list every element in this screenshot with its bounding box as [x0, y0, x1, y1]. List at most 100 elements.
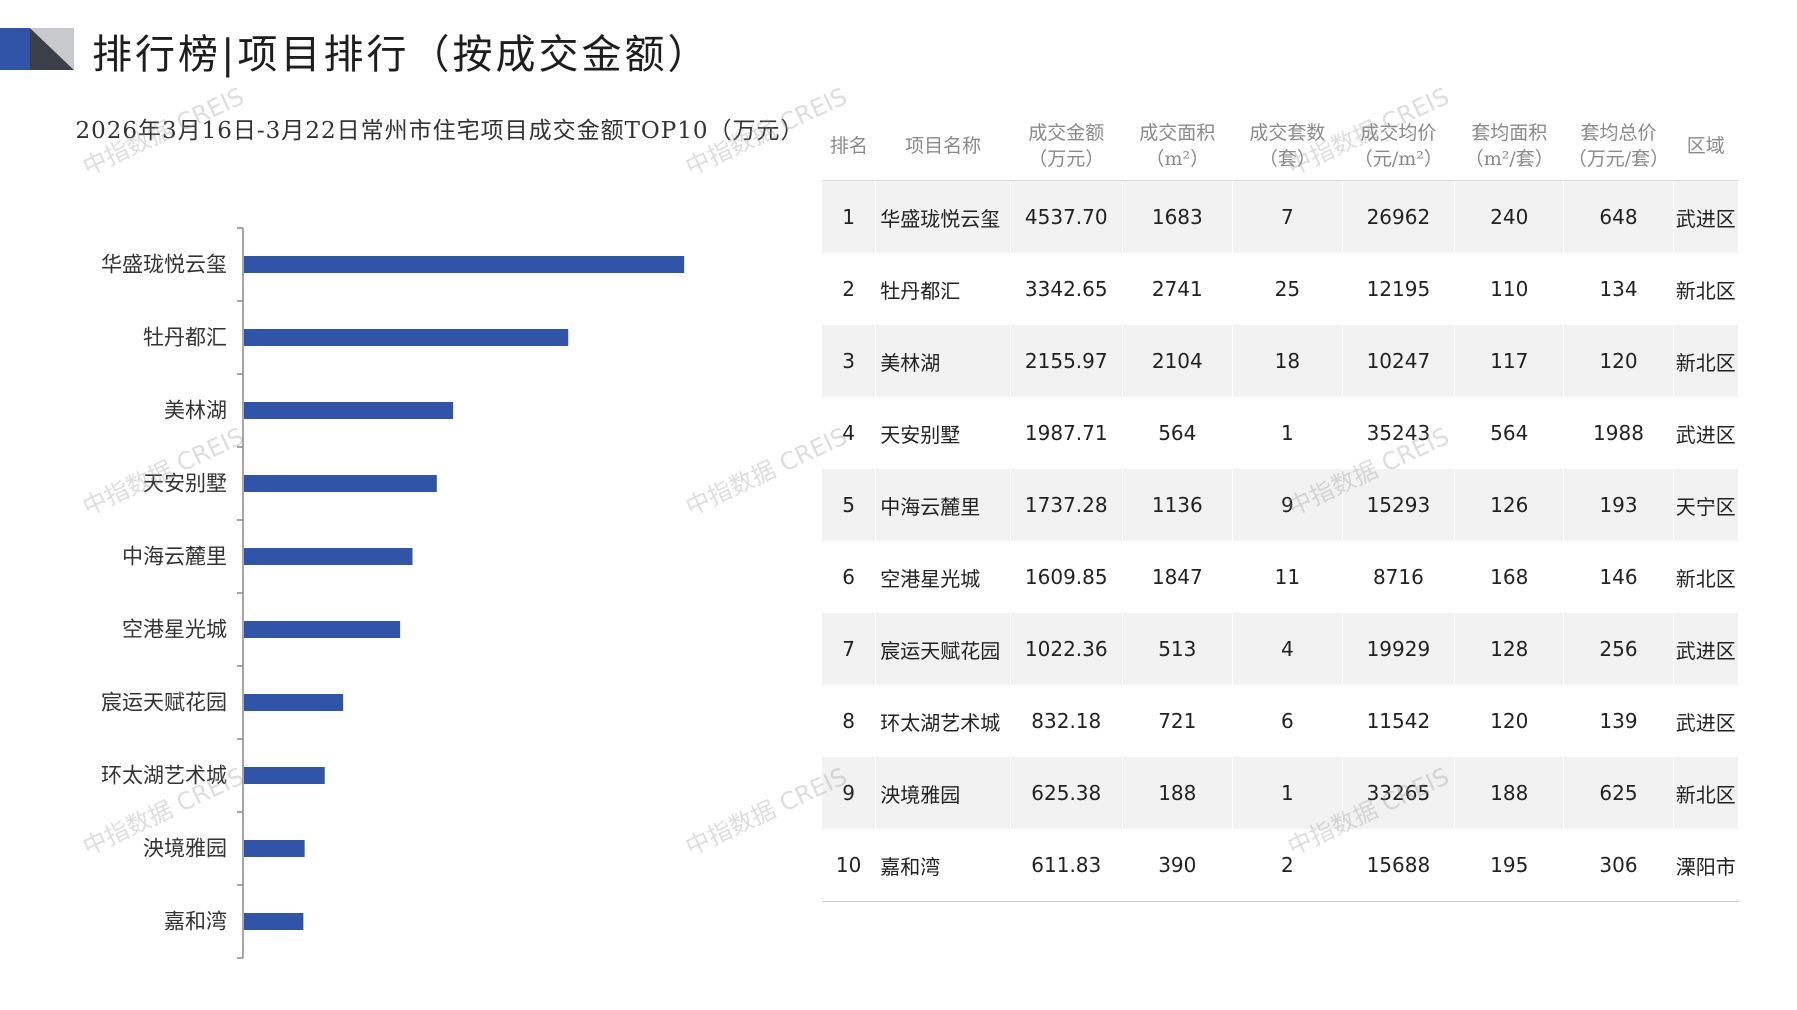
- table-cell: 新北区: [1673, 253, 1740, 325]
- chart-title: 2026年3月16日-3月22日常州市住宅项目成交金额TOP10（万元）: [75, 118, 805, 144]
- column-header: 套均面积 （m²/套）: [1454, 112, 1564, 181]
- table-row: 6 空港星光城 1609.85 1847 11 8716 168 146 新北区: [822, 541, 1740, 613]
- table-cell: 9: [1232, 469, 1343, 541]
- table-cell: 11: [1232, 541, 1343, 613]
- category-label: 空港星光城: [122, 618, 227, 642]
- table-cell: 7: [1232, 180, 1343, 253]
- table-cell: 625: [1563, 757, 1674, 829]
- column-header-text: 套均总价: [1580, 122, 1657, 144]
- column-header-text: 成交金额: [1028, 122, 1105, 144]
- table-cell: 美林湖: [875, 325, 1011, 397]
- table-cell: 1683: [1122, 180, 1233, 253]
- table-cell: 564: [1122, 397, 1233, 469]
- table-cell: 139: [1563, 685, 1674, 757]
- column-header-text: （套）: [1258, 148, 1316, 170]
- table-cell: 嘉和湾: [875, 829, 1011, 902]
- column-header-text: 成交面积: [1139, 122, 1216, 144]
- bar: [244, 256, 685, 273]
- table-cell: 2741: [1122, 253, 1233, 325]
- table-cell: 中海云麓里: [875, 469, 1011, 541]
- table-cell: 武进区: [1673, 180, 1740, 253]
- column-header-text: 区域: [1686, 135, 1725, 157]
- column-header: 项目名称: [875, 112, 1011, 181]
- table-cell: 390: [1122, 829, 1233, 902]
- category-label: 环太湖艺术城: [101, 764, 227, 788]
- column-header: 套均总价 （万元/套）: [1563, 112, 1674, 181]
- table-cell: 128: [1454, 613, 1565, 685]
- table-cell: 华盛珑悦云玺: [875, 180, 1011, 253]
- table-cell: 12195: [1342, 253, 1456, 325]
- table-cell: 武进区: [1673, 613, 1740, 685]
- table-cell: 天安别墅: [875, 397, 1011, 469]
- bar: [244, 913, 304, 930]
- category-label: 嘉和湾: [164, 910, 227, 934]
- category-label: 中海云麓里: [122, 545, 227, 569]
- table-cell: 10: [822, 829, 877, 902]
- table-cell: 1988: [1563, 397, 1674, 469]
- column-header-text: 成交套数: [1249, 122, 1326, 144]
- table-cell: 15688: [1342, 829, 1456, 902]
- table-cell: 1847: [1122, 541, 1233, 613]
- table-cell: 1: [1232, 757, 1343, 829]
- table-cell: 1: [822, 180, 877, 253]
- table-row: 3 美林湖 2155.97 2104 18 10247 117 120 新北区: [822, 325, 1740, 397]
- category-label: 牡丹都汇: [143, 326, 227, 350]
- bar: [244, 767, 325, 784]
- table-cell: 泱境雅园: [875, 757, 1011, 829]
- table-cell: 8716: [1342, 541, 1456, 613]
- column-header-text: （m²）: [1145, 148, 1210, 170]
- table-cell: 4537.70: [1010, 180, 1123, 253]
- column-header: 成交金额 （万元）: [1010, 112, 1123, 181]
- category-label: 美林湖: [164, 399, 227, 423]
- table-cell: 11542: [1342, 685, 1456, 757]
- bar: [244, 621, 401, 638]
- table-cell: 26962: [1342, 180, 1456, 253]
- bar: [244, 329, 569, 346]
- table-cell: 7: [822, 613, 877, 685]
- table-cell: 146: [1563, 541, 1674, 613]
- table-cell: 120: [1454, 685, 1565, 757]
- category-label: 天安别墅: [143, 472, 227, 496]
- column-header-text: （万元）: [1028, 148, 1105, 170]
- table-cell: 648: [1563, 180, 1674, 253]
- table-cell: 8: [822, 685, 877, 757]
- table-row: 1 华盛珑悦云玺 4537.70 1683 7 26962 240 648 武进区: [822, 180, 1740, 253]
- table-cell: 193: [1563, 469, 1674, 541]
- table-cell: 6: [1232, 685, 1343, 757]
- table-cell: 25: [1232, 253, 1343, 325]
- bar: [244, 402, 454, 419]
- table-cell: 240: [1454, 180, 1565, 253]
- table-cell: 环太湖艺术城: [875, 685, 1011, 757]
- table-cell: 126: [1454, 469, 1565, 541]
- table-cell: 306: [1563, 829, 1674, 902]
- table-cell: 19929: [1342, 613, 1456, 685]
- table-cell: 195: [1454, 829, 1565, 902]
- table-cell: 1: [1232, 397, 1343, 469]
- column-header: 成交均价 （元/m²）: [1342, 112, 1455, 181]
- table-cell: 110: [1454, 253, 1565, 325]
- table-cell: 1737.28: [1010, 469, 1123, 541]
- category-label: 华盛珑悦云玺: [101, 253, 227, 277]
- table-cell: 256: [1563, 613, 1674, 685]
- table-cell: 6: [822, 541, 877, 613]
- table-cell: 10247: [1342, 325, 1456, 397]
- table-cell: 溧阳市: [1673, 829, 1740, 902]
- table-cell: 新北区: [1673, 325, 1740, 397]
- table-cell: 2104: [1122, 325, 1233, 397]
- column-header-text: 套均面积: [1471, 122, 1548, 144]
- table-row: 5 中海云麓里 1737.28 1136 9 15293 126 193 天宁区: [822, 469, 1740, 541]
- table-cell: 513: [1122, 613, 1233, 685]
- table-cell: 宸运天赋花园: [875, 613, 1011, 685]
- table-cell: 188: [1122, 757, 1233, 829]
- column-header: 成交面积 （m²）: [1122, 112, 1233, 181]
- table-cell: 新北区: [1673, 757, 1740, 829]
- table-cell: 117: [1454, 325, 1565, 397]
- column-header: 区域: [1673, 112, 1739, 181]
- table-cell: 120: [1563, 325, 1674, 397]
- table-cell: 武进区: [1673, 685, 1740, 757]
- table-row: 9 泱境雅园 625.38 188 1 33265 188 625 新北区: [822, 757, 1740, 829]
- column-header: 排名: [822, 112, 876, 181]
- table-cell: 625.38: [1010, 757, 1123, 829]
- column-header-text: 项目名称: [905, 135, 982, 157]
- table-cell: 1022.36: [1010, 613, 1123, 685]
